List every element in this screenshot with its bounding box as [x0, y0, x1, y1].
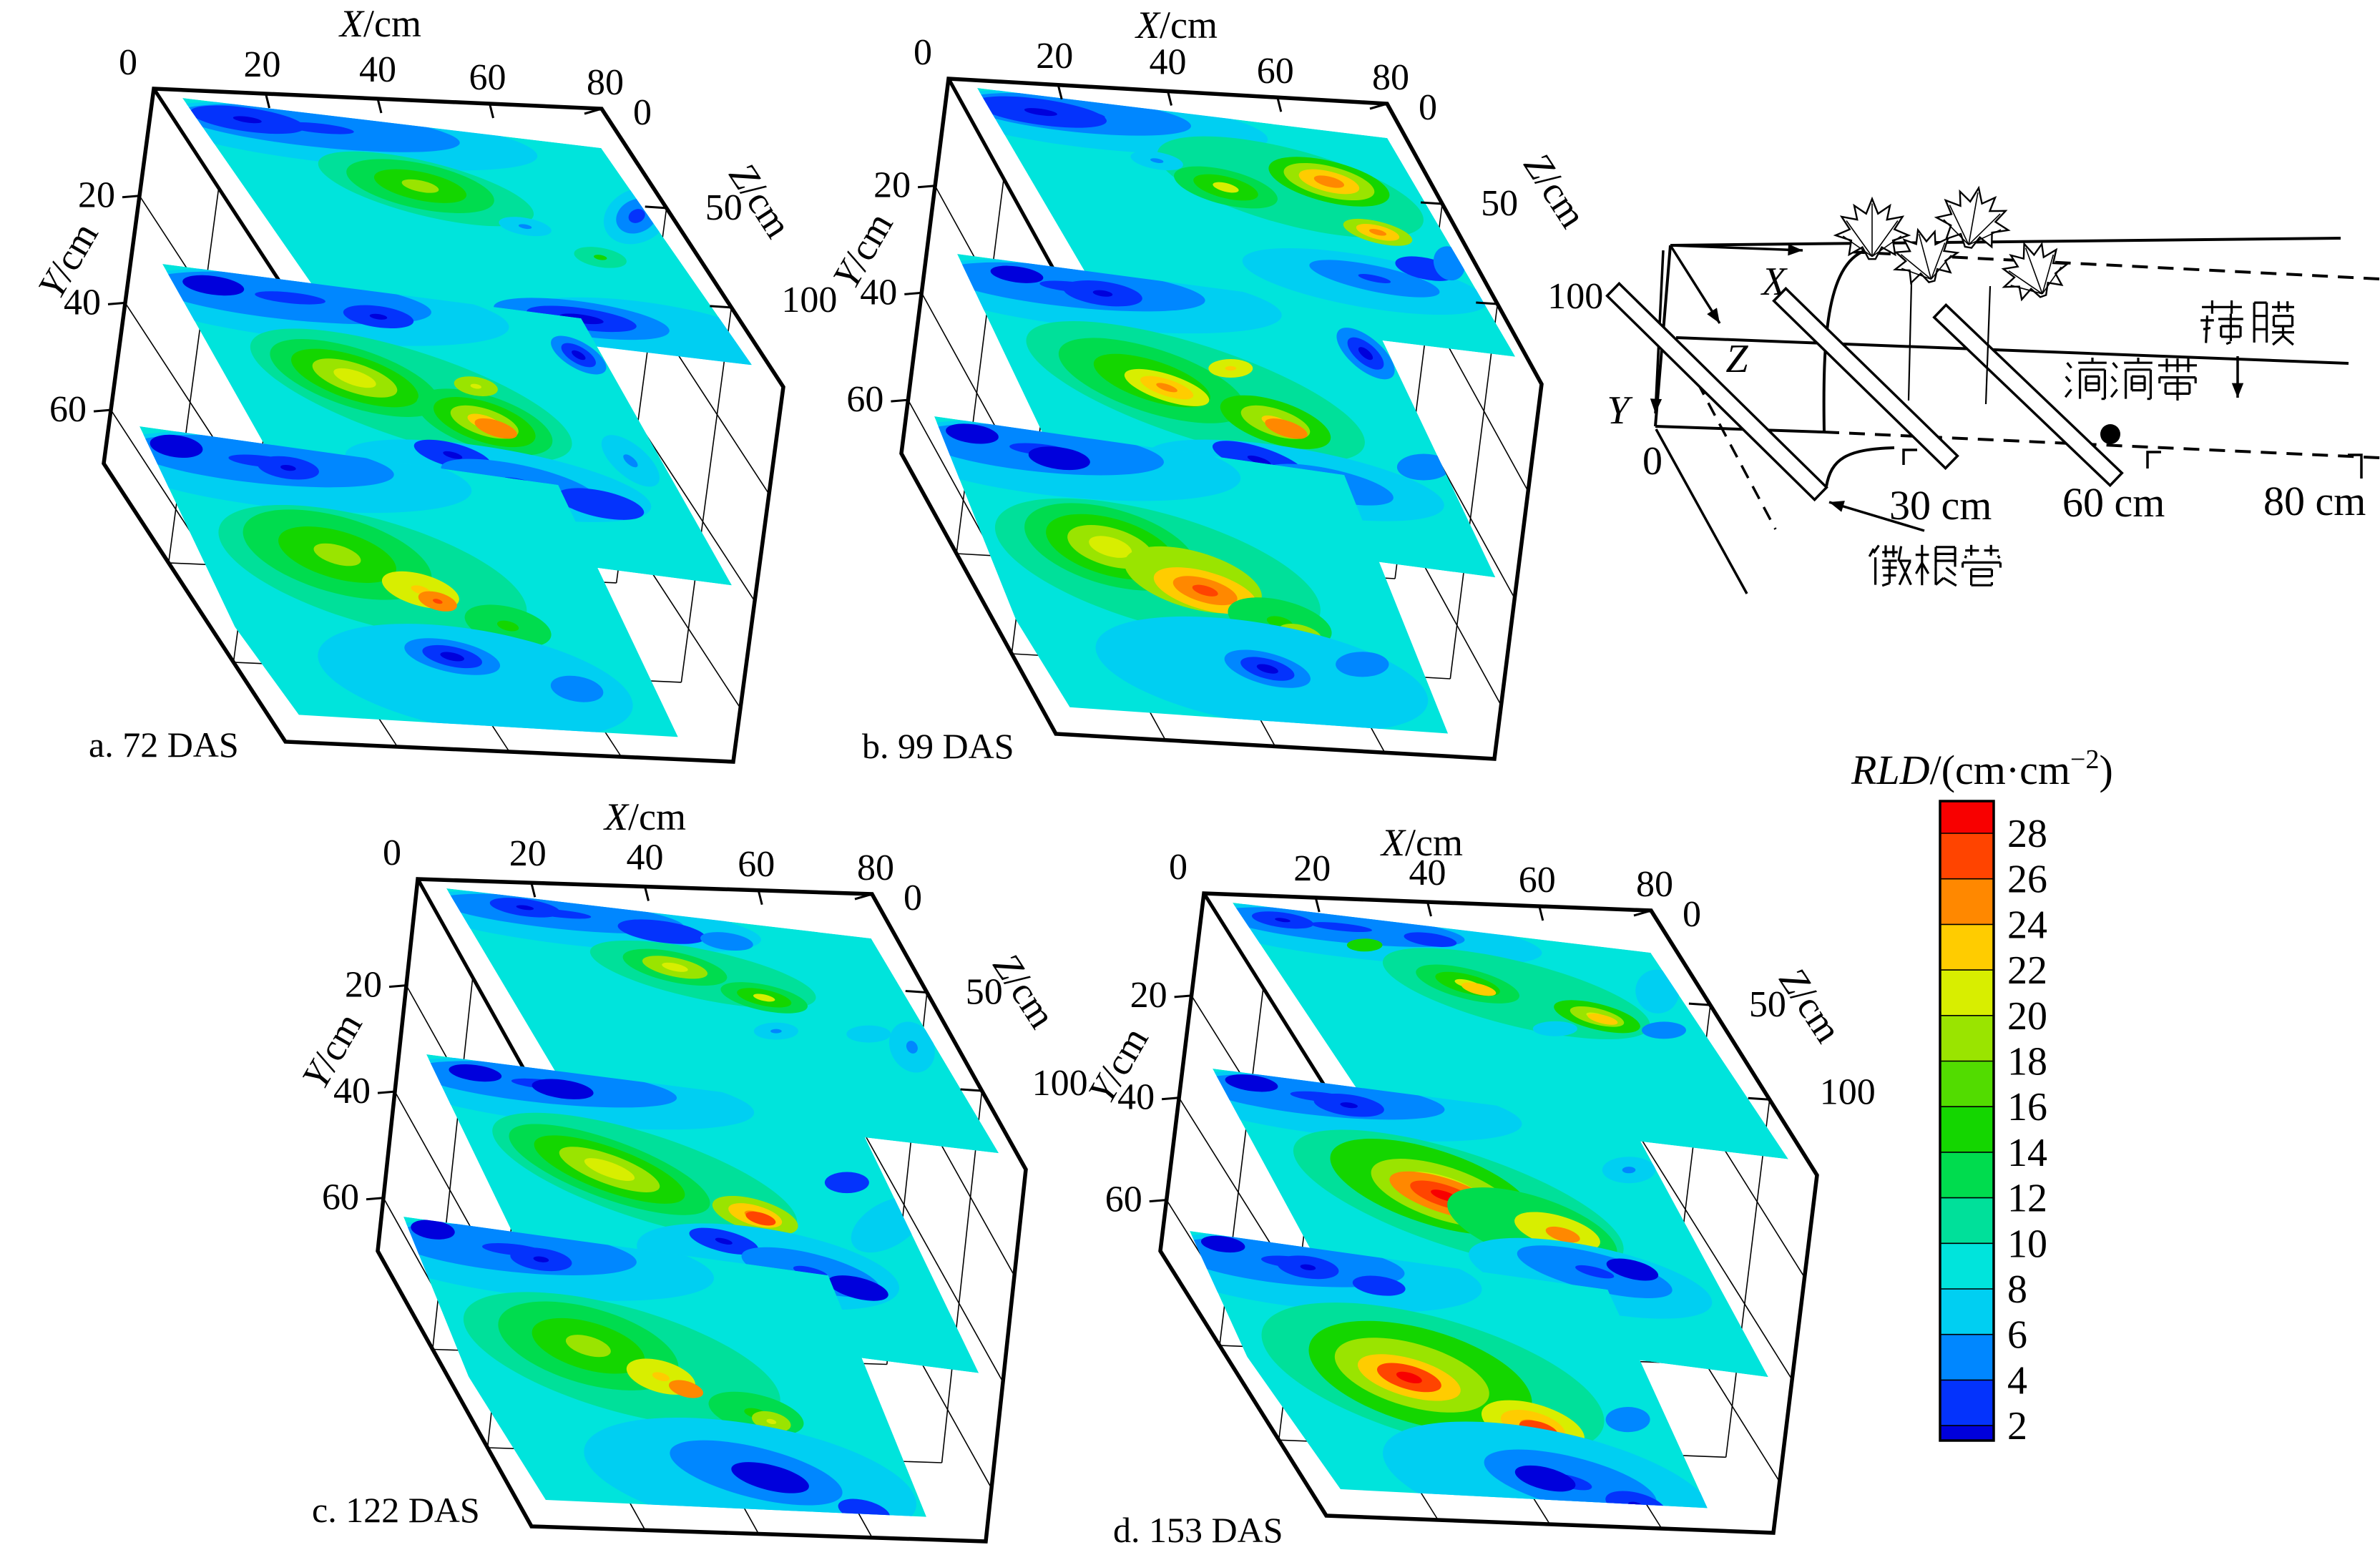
svg-text:60: 60	[846, 379, 883, 420]
svg-text:20: 20	[1293, 848, 1331, 889]
svg-text:80: 80	[1636, 864, 1673, 905]
svg-text:50: 50	[1481, 183, 1518, 224]
svg-text:18: 18	[2007, 1040, 2047, 1084]
svg-text:d. 153 DAS: d. 153 DAS	[1113, 1510, 1283, 1550]
svg-text:80: 80	[857, 848, 894, 888]
svg-text:14: 14	[2007, 1131, 2047, 1175]
svg-text:50: 50	[1749, 984, 1786, 1025]
svg-text:80: 80	[1372, 57, 1409, 98]
svg-text:40: 40	[627, 838, 664, 878]
svg-text:12: 12	[2007, 1177, 2047, 1221]
svg-text:80: 80	[587, 62, 624, 103]
svg-text:100: 100	[1032, 1063, 1088, 1104]
svg-text:40: 40	[860, 272, 897, 313]
svg-text:10: 10	[2007, 1222, 2047, 1266]
svg-text:X/cm: X/cm	[603, 795, 686, 838]
svg-text:0: 0	[633, 92, 652, 133]
svg-text:100: 100	[1547, 276, 1603, 317]
svg-text:22: 22	[2007, 948, 2047, 993]
svg-text:6: 6	[2007, 1313, 2027, 1358]
svg-text:60: 60	[1105, 1179, 1142, 1220]
svg-text:0: 0	[119, 42, 137, 83]
svg-text:20: 20	[1036, 36, 1073, 77]
svg-text:60: 60	[469, 57, 506, 98]
svg-text:100: 100	[781, 280, 837, 320]
svg-text:60: 60	[1257, 51, 1294, 92]
svg-text:40: 40	[1117, 1077, 1155, 1118]
svg-text:28: 28	[2007, 812, 2047, 856]
svg-text:4: 4	[2007, 1358, 2027, 1403]
svg-text:2: 2	[2007, 1404, 2027, 1448]
svg-text:80 cm: 80 cm	[2263, 478, 2366, 524]
svg-text:Y: Y	[1607, 388, 1633, 433]
svg-text:20: 20	[345, 965, 382, 1006]
svg-text:100: 100	[1820, 1071, 1876, 1112]
svg-text:0: 0	[1169, 847, 1187, 888]
svg-text:20: 20	[509, 833, 547, 874]
svg-text:60: 60	[1519, 860, 1556, 901]
svg-text:20: 20	[78, 175, 115, 216]
svg-text:20: 20	[1130, 975, 1167, 1016]
svg-text:8: 8	[2007, 1267, 2027, 1312]
svg-text:30 cm: 30 cm	[1889, 482, 1992, 529]
svg-text:40: 40	[64, 282, 101, 323]
svg-text:40: 40	[359, 49, 396, 90]
svg-text:0: 0	[1419, 87, 1437, 128]
svg-text:a. 72 DAS: a. 72 DAS	[89, 725, 239, 765]
svg-text:16: 16	[2007, 1085, 2047, 1129]
svg-text:60: 60	[738, 844, 775, 885]
svg-text:0: 0	[1683, 894, 1701, 935]
svg-text:26: 26	[2007, 858, 2047, 902]
svg-text:20: 20	[2007, 994, 2047, 1039]
svg-text:c. 122 DAS: c. 122 DAS	[312, 1490, 480, 1530]
svg-text:40: 40	[1409, 853, 1446, 893]
svg-text:X/cm: X/cm	[1135, 4, 1218, 46]
svg-text:20: 20	[873, 165, 911, 206]
svg-text:0: 0	[1642, 439, 1662, 484]
svg-text:X/cm: X/cm	[1380, 821, 1463, 864]
svg-text:50: 50	[966, 972, 1003, 1013]
svg-text:b. 99 DAS: b. 99 DAS	[862, 726, 1014, 766]
svg-text:0: 0	[903, 878, 922, 918]
svg-text:40: 40	[333, 1071, 371, 1112]
svg-text:0: 0	[914, 32, 932, 73]
svg-text:60: 60	[49, 389, 87, 430]
svg-text:X/cm: X/cm	[338, 2, 421, 45]
svg-text:60 cm: 60 cm	[2062, 479, 2165, 526]
svg-text:RLD/(cm·cm−2): RLD/(cm·cm−2)	[1851, 745, 2113, 793]
svg-text:24: 24	[2007, 903, 2047, 947]
svg-text:60: 60	[322, 1177, 359, 1218]
svg-text:Z: Z	[1725, 337, 1748, 381]
svg-text:0: 0	[383, 833, 401, 873]
svg-text:50: 50	[705, 187, 743, 228]
svg-text:40: 40	[1150, 42, 1187, 83]
svg-text:20: 20	[244, 44, 281, 85]
